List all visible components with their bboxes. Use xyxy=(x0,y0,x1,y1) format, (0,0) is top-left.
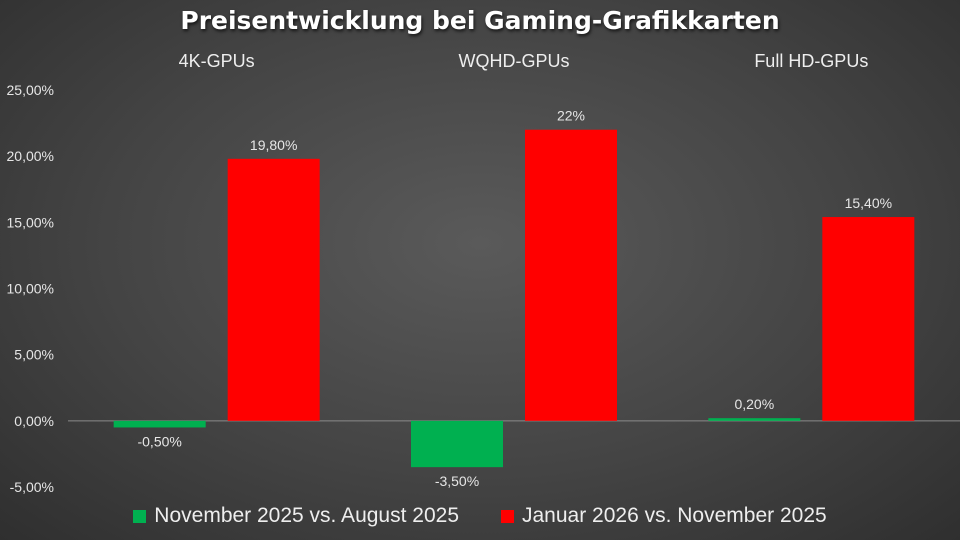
y-tick-label: 0,00% xyxy=(14,413,54,429)
data-label: -3,50% xyxy=(435,473,479,489)
legend-label-januar: Januar 2026 vs. November 2025 xyxy=(522,504,827,527)
y-tick-label: 20,00% xyxy=(7,148,54,164)
bar xyxy=(113,420,206,428)
bar xyxy=(525,129,617,421)
y-tick-label: -5,00% xyxy=(10,479,54,495)
legend-swatch-red xyxy=(501,509,514,523)
category-label: Full HD-GPUs xyxy=(754,51,868,71)
category-label: 4K-GPUs xyxy=(179,51,255,71)
data-label: -0,50% xyxy=(137,433,181,449)
data-label: 22% xyxy=(557,108,585,124)
y-tick-label: 25,00% xyxy=(7,82,54,98)
legend-label-november: November 2025 vs. August 2025 xyxy=(154,504,459,527)
chart-title: Preisentwicklung bei Gaming-Grafikkarten xyxy=(180,6,780,35)
bar xyxy=(708,418,801,421)
bar xyxy=(227,158,320,421)
y-tick-label: 10,00% xyxy=(7,281,54,297)
bar xyxy=(822,217,915,421)
chart-legend: November 2025 vs. August 2025 Januar 202… xyxy=(0,504,960,528)
legend-item-november: November 2025 vs. August 2025 xyxy=(133,504,459,528)
data-label: 0,20% xyxy=(734,396,774,412)
data-label: 19,80% xyxy=(250,137,297,153)
y-tick-label: 5,00% xyxy=(14,347,54,363)
category-label: WQHD-GPUs xyxy=(459,51,570,71)
legend-item-januar: Januar 2026 vs. November 2025 xyxy=(501,504,827,528)
legend-swatch-green xyxy=(133,509,147,523)
data-label: 15,40% xyxy=(845,195,892,211)
bar xyxy=(411,420,503,468)
y-tick-label: 15,00% xyxy=(7,214,54,230)
